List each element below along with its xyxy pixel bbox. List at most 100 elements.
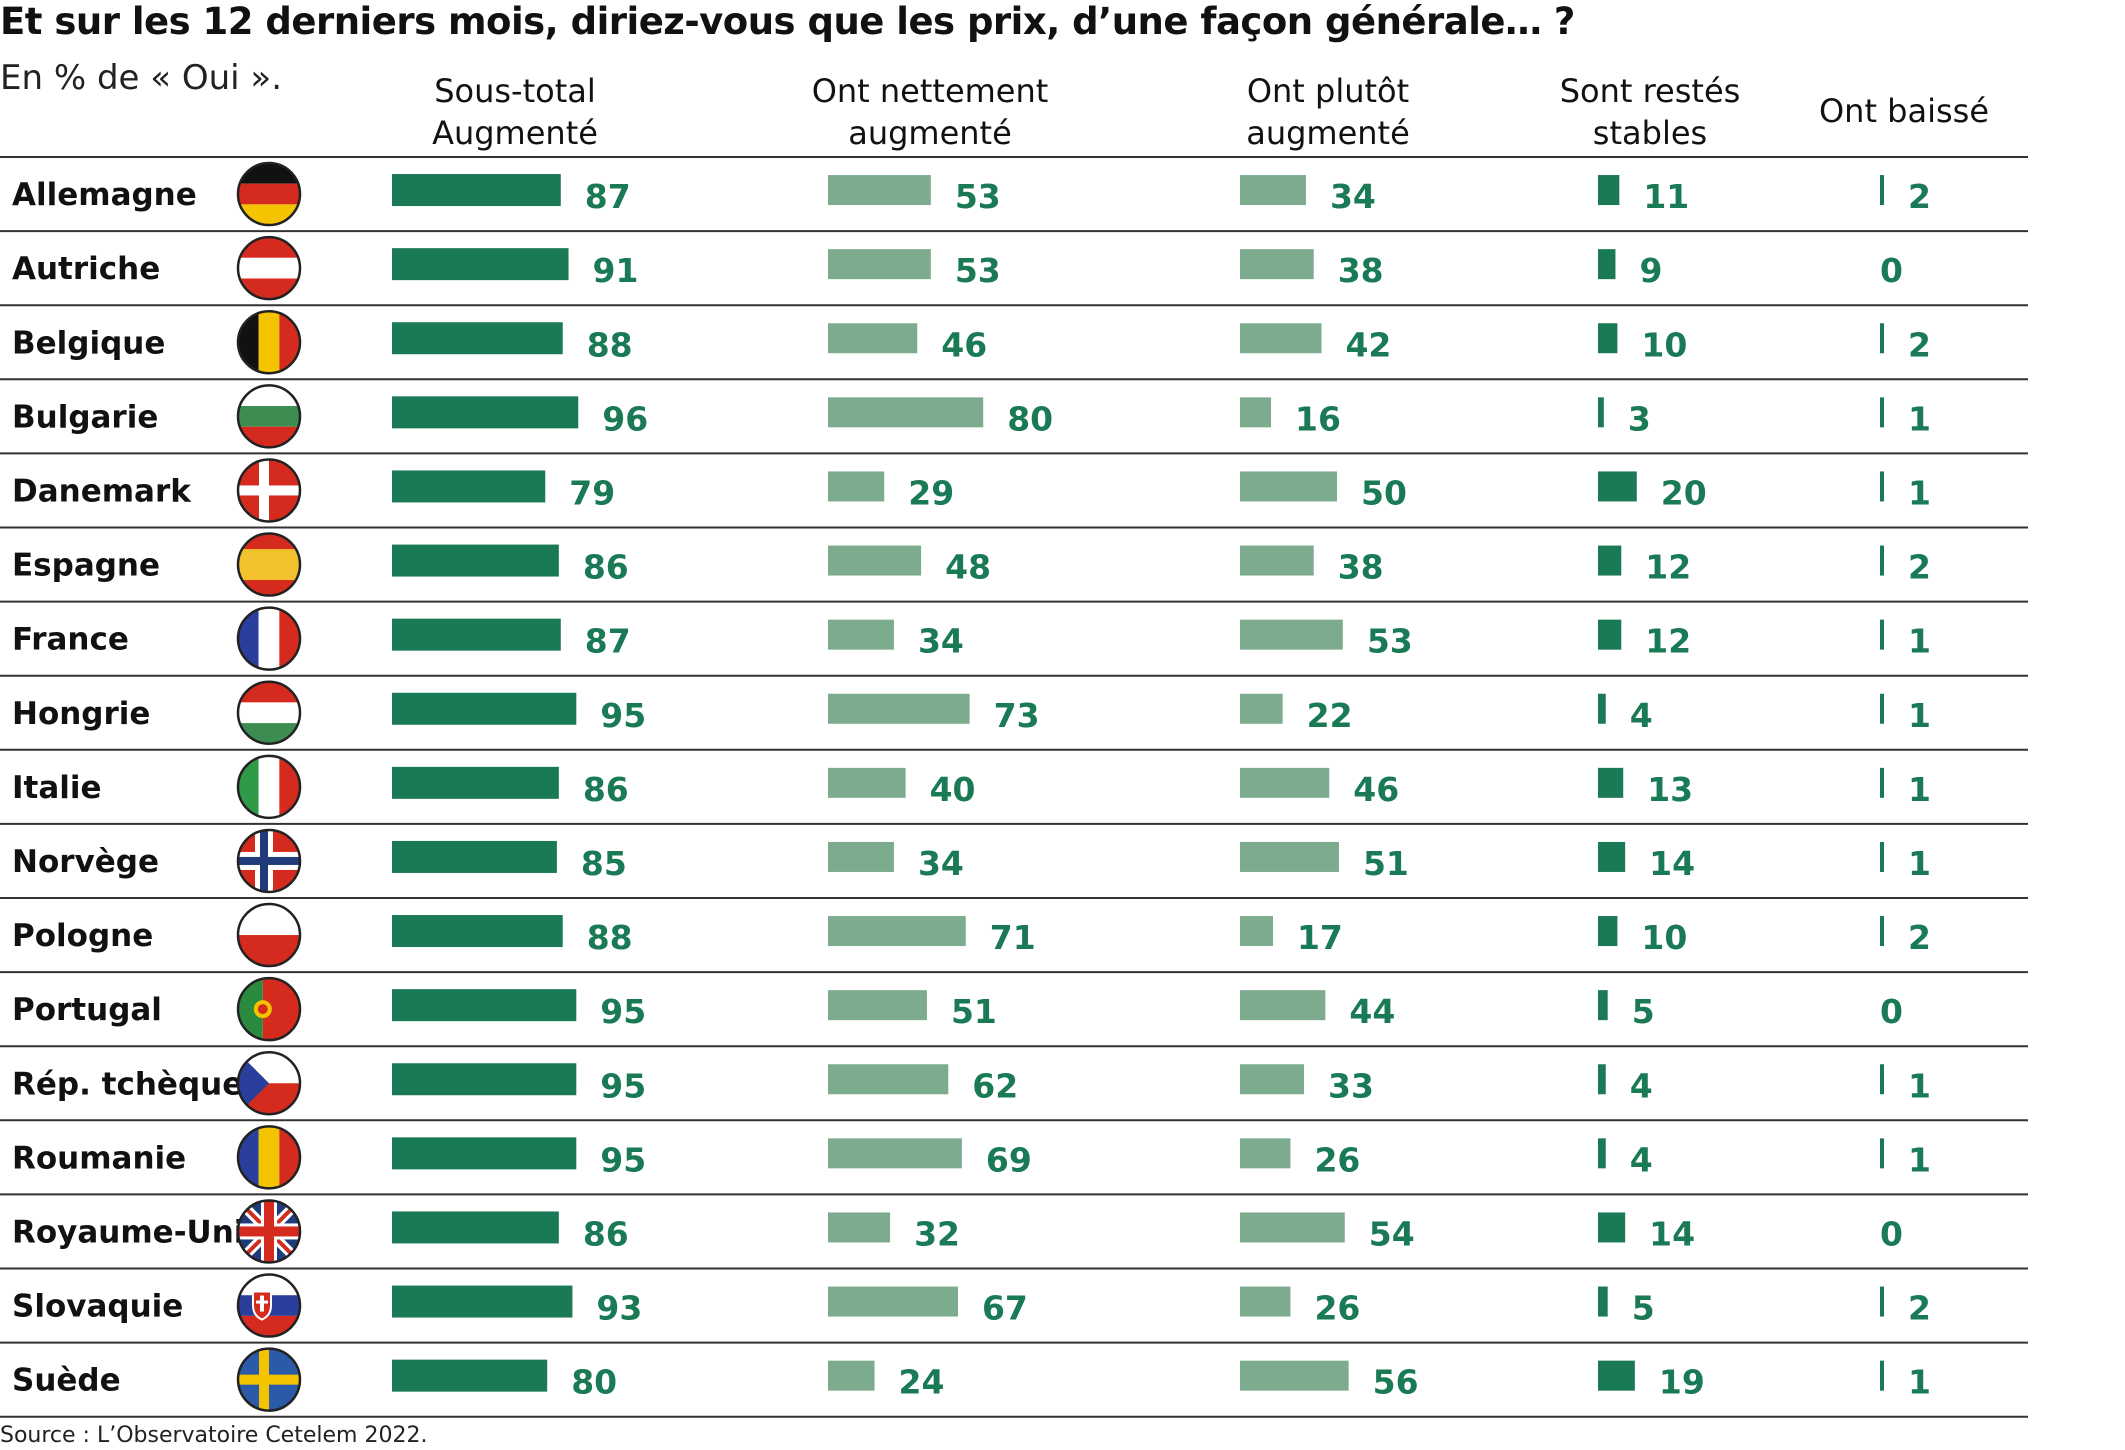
flag-outline [236,1199,302,1264]
bar [1240,767,1330,798]
value-label: 80 [571,1363,617,1402]
value-label: 11 [1643,177,1689,216]
value-label: 91 [593,251,639,290]
bar [828,693,970,724]
bar [828,841,894,872]
country-label: Italie [12,770,102,806]
country-label: Espagne [12,548,160,584]
bar [1880,323,1884,354]
table-row: Hongrie 95 73 22 4 1 [0,680,2028,751]
table-row: Royaume-Uni 86 32 54 14 0 [0,1199,2028,1270]
value-label: 19 [1659,1363,1705,1402]
column-header-line2: stables [1592,114,1708,152]
value-label: 73 [994,696,1040,735]
bar [1598,471,1637,502]
norway-flag-icon [238,829,300,892]
bar [1598,916,1618,947]
country-label: Roumanie [12,1140,186,1176]
value-label: 26 [1314,1289,1360,1328]
bar [828,619,894,650]
column-header-line2: augmenté [1246,114,1410,152]
table-row: Belgique 88 46 42 10 2 [0,310,2028,381]
bar [1240,916,1273,947]
table-row: Allemagne 87 53 34 11 2 [0,161,2028,233]
bar [1598,1212,1626,1243]
bar [392,840,557,873]
flag-outline [236,532,302,597]
value-label: 4 [1630,1140,1653,1179]
bar [1598,249,1616,280]
country-label: Norvège [12,844,159,880]
value-label: 9 [1639,251,1662,290]
bar [392,544,559,577]
country-label: Allemagne [12,177,197,213]
value-label: 53 [955,251,1001,290]
bar [392,692,577,725]
column-header-line1: Ont baissé [1818,92,1990,130]
value-label: 95 [600,1066,646,1105]
value-label: 13 [1647,770,1693,809]
value-label: 96 [602,399,648,438]
country-label: Rép. tchèque [12,1066,243,1102]
value-label: 34 [1330,177,1376,216]
bar [392,989,577,1022]
table-row: Autriche 91 53 38 9 0 [0,235,2028,307]
value-label: 14 [1649,844,1695,883]
value-label: 34 [918,844,964,883]
value-label: 53 [1367,622,1413,661]
value-label: 79 [569,473,615,512]
value-label: 1 [1908,1140,1931,1179]
bar [1598,693,1606,724]
value-label: 86 [583,1214,629,1253]
value-label: 26 [1314,1140,1360,1179]
bar [1240,175,1306,206]
bar [392,322,563,355]
value-label: 12 [1645,548,1691,587]
flag-outline [236,828,302,894]
bar [1240,249,1314,280]
table-row: Pologne 88 71 17 10 2 [0,902,2028,974]
value-label: 16 [1295,399,1341,438]
value-label: 38 [1338,251,1384,290]
value-label: 5 [1632,992,1655,1031]
value-label: 0 [1880,251,1903,290]
column-header-line2: Augmenté [432,114,598,152]
value-label: 4 [1630,696,1653,735]
bar [1240,397,1272,428]
value-label: 5 [1632,1289,1655,1328]
bar [1880,916,1884,947]
bar [1240,619,1343,650]
value-label: 95 [600,992,646,1031]
value-label: 12 [1645,622,1691,661]
bar [392,248,569,281]
column-header-subtotal: Sous-total Augmenté [432,70,598,154]
bar [1880,619,1884,650]
bar [1880,841,1884,872]
table-row: Espagne 86 48 38 12 2 [0,532,2028,603]
table-row: Norvège 85 34 51 14 1 [0,828,2028,899]
bar [392,1211,559,1244]
flag-outline [236,1273,302,1338]
bar [828,249,931,280]
denmark-flag-icon [238,459,300,522]
bar [1240,1138,1291,1169]
value-label: 4 [1630,1066,1653,1105]
flag-outline [236,902,302,968]
bar [392,1285,573,1318]
bar [392,618,561,651]
flag-outline [236,1347,302,1412]
table-row: Roumanie 95 69 26 4 1 [0,1125,2028,1196]
bar [1880,693,1884,724]
country-label: Autriche [12,251,160,287]
value-label: 1 [1908,1066,1931,1105]
bar [1598,767,1624,798]
flag-outline [236,161,302,227]
column-header-decreased: Ont baissé [1819,90,1989,132]
chart-title: Et sur les 12 derniers mois, diriez-vous… [0,0,1575,43]
value-label: 34 [918,622,964,661]
value-label: 2 [1908,1289,1931,1328]
spain-flag-icon [238,533,300,596]
flag-outline [236,384,302,449]
bar [1880,471,1884,502]
country-label: Pologne [12,918,153,954]
